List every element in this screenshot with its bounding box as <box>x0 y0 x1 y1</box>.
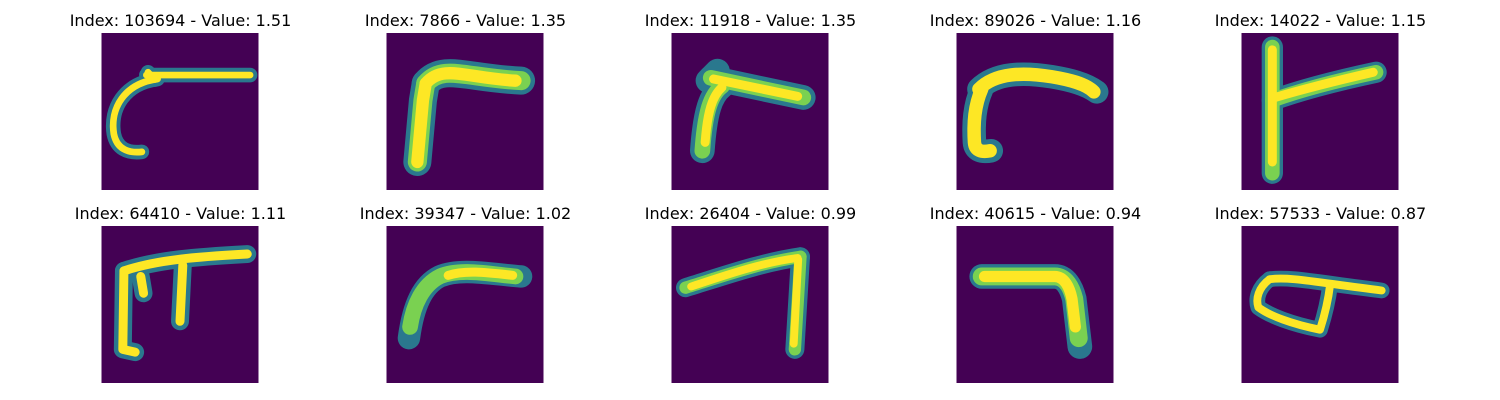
panel-title: Index: 14022 - Value: 1.15 <box>1214 11 1427 30</box>
panel-5: Index: 14022 - Value: 1.15 <box>1178 11 1463 201</box>
digit-image <box>956 226 1114 383</box>
panel-title: Index: 39347 - Value: 1.02 <box>359 204 572 223</box>
digit-image <box>671 33 829 190</box>
digit-image <box>1241 33 1399 190</box>
panel-10: Index: 57533 - Value: 0.87 <box>1178 204 1463 394</box>
digit-image <box>386 226 544 383</box>
digit-image <box>101 33 259 190</box>
panel-2: Index: 7866 - Value: 1.35 <box>323 11 608 201</box>
panel-title: Index: 40615 - Value: 0.94 <box>929 204 1142 223</box>
panel-6: Index: 64410 - Value: 1.11 <box>38 204 323 394</box>
panel-title: Index: 7866 - Value: 1.35 <box>364 11 567 30</box>
panel-title: Index: 89026 - Value: 1.16 <box>929 11 1142 30</box>
panel-1: Index: 103694 - Value: 1.51 <box>38 11 323 201</box>
panel-4: Index: 89026 - Value: 1.16 <box>893 11 1178 201</box>
digit-image <box>956 33 1114 190</box>
panel-7: Index: 39347 - Value: 1.02 <box>323 204 608 394</box>
digit-image <box>671 226 829 383</box>
panel-title: Index: 103694 - Value: 1.51 <box>69 11 292 30</box>
panel-9: Index: 40615 - Value: 0.94 <box>893 204 1178 394</box>
digit-image <box>101 226 259 383</box>
panel-title: Index: 11918 - Value: 1.35 <box>644 11 857 30</box>
digit-image <box>386 33 544 190</box>
panel-title: Index: 26404 - Value: 0.99 <box>644 204 857 223</box>
panel-title: Index: 57533 - Value: 0.87 <box>1214 204 1427 223</box>
panel-3: Index: 11918 - Value: 1.35 <box>608 11 893 201</box>
panel-title: Index: 64410 - Value: 1.11 <box>74 204 287 223</box>
panel-8: Index: 26404 - Value: 0.99 <box>608 204 893 394</box>
digit-image <box>1241 226 1399 383</box>
